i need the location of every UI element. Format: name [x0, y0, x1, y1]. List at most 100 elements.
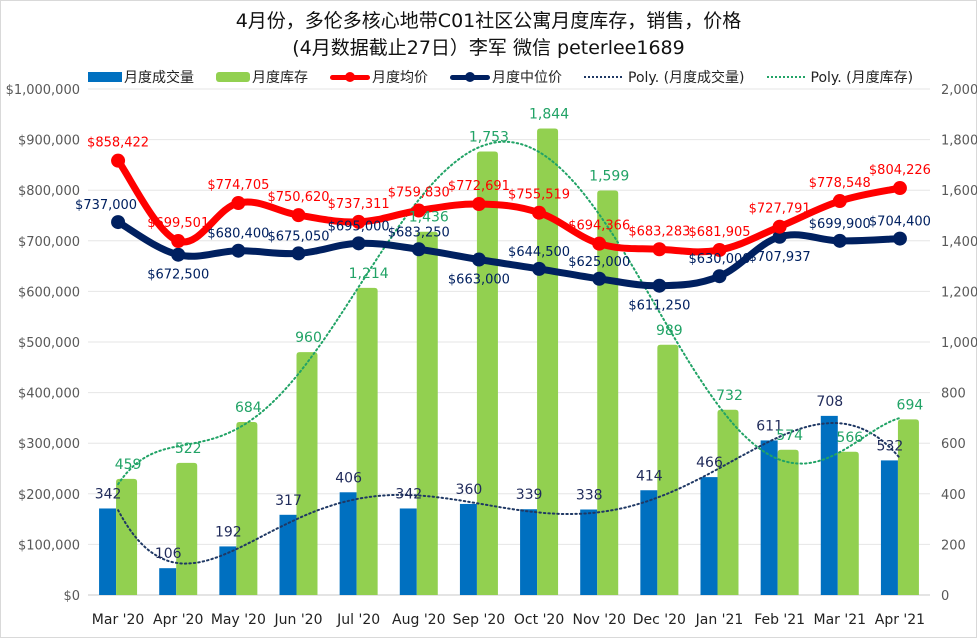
marker-avg-price: [652, 242, 667, 257]
label-volume: 414: [636, 468, 663, 484]
marker-median-price: [592, 271, 607, 286]
left-axis-tick-label: $600,000: [18, 285, 80, 300]
label-volume: 342: [95, 486, 122, 502]
bar-volume: [640, 490, 658, 595]
x-axis-tick-label: Mar '21: [814, 612, 867, 628]
bar-inventory: [657, 344, 679, 595]
bar-volume: [760, 440, 778, 595]
label-volume: 611: [756, 418, 783, 434]
legend-swatch-avg-price: [330, 71, 370, 83]
legend-label-median-price: 月度中位价: [492, 70, 562, 86]
legend-item-inventory[interactable]: 月度库存: [216, 67, 308, 87]
marker-avg-price: [291, 208, 306, 223]
label-avg-price: $804,226: [869, 163, 931, 178]
label-inventory: 574: [776, 428, 803, 444]
marker-median-price: [291, 246, 306, 261]
label-avg-price: $750,620: [267, 190, 329, 205]
x-axis-tick-label: Jan '21: [695, 612, 744, 628]
x-axis-tick-label: Nov '20: [572, 612, 625, 628]
right-axis-tick-label: 1,200: [941, 285, 977, 300]
marker-avg-price: [892, 181, 907, 196]
label-volume: 342: [395, 486, 422, 502]
label-avg-price: $755,519: [508, 188, 570, 203]
legend-item-avg-price[interactable]: 月度均价: [330, 67, 428, 87]
bar-inventory: [537, 128, 559, 595]
label-median-price: $680,400: [207, 227, 269, 242]
label-median-price: $704,400: [869, 215, 931, 230]
right-axis-tick-label: 1,800: [941, 134, 977, 149]
label-inventory: 1,753: [469, 129, 509, 145]
left-axis-tick-label: $800,000: [18, 184, 80, 199]
label-median-price: $663,000: [448, 273, 510, 288]
legend-item-median-price[interactable]: 月度中位价: [450, 67, 562, 87]
label-inventory: 684: [235, 400, 262, 416]
x-axis-tick-label: May '20: [211, 612, 266, 628]
right-axis-tick-label: 0: [941, 589, 949, 604]
chart-title: 4月份，多伦多核心地带C01社区公寓月度库存，销售，价格: [235, 10, 742, 32]
marker-median-price: [351, 236, 366, 251]
bar-volume: [99, 508, 117, 595]
label-avg-price: $759,830: [388, 186, 450, 201]
label-volume: 360: [456, 482, 483, 498]
label-avg-price: $699,501: [147, 216, 209, 231]
legend-swatch-inventory: [216, 72, 250, 82]
label-avg-price: $727,791: [749, 202, 811, 217]
bar-inventory: [897, 419, 919, 595]
trendline-inventory: [117, 140, 901, 486]
bar-inventory: [597, 190, 619, 595]
legend-swatch-median-price: [450, 71, 490, 83]
bar-volume: [880, 460, 898, 595]
bar-inventory: [476, 151, 498, 595]
right-axis-tick-label: 800: [941, 387, 966, 402]
label-median-price: $683,250: [388, 225, 450, 240]
bar-inventory: [416, 231, 438, 595]
marker-median-price: [712, 269, 727, 284]
bar-inventory: [236, 421, 258, 595]
left-axis-tick-label: $100,000: [18, 538, 80, 553]
bar-volume: [820, 415, 838, 595]
bar-inventory: [777, 449, 799, 595]
bar-volume: [339, 492, 357, 595]
right-axis-tick-label: 600: [941, 437, 966, 452]
marker-avg-price: [532, 205, 547, 220]
left-axis-tick-label: $0: [63, 589, 80, 604]
marker-median-price: [892, 231, 907, 246]
chart-subtitle: (4月数据截止27日）李军 微信 peterlee1689: [292, 37, 685, 59]
legend-swatch-volume: [88, 72, 122, 82]
legend-item-volume[interactable]: 月度成交量: [88, 67, 194, 87]
legend-item-volume-trend[interactable]: Poly. (月度成交量): [584, 67, 745, 87]
marker-avg-price: [111, 153, 126, 168]
marker-avg-price: [712, 242, 727, 257]
label-volume: 406: [335, 470, 362, 486]
right-axis-tick-label: 400: [941, 488, 966, 503]
legend: 月度成交量 月度库存 月度均价 月度中位价 Poly. (月度成交量) Poly…: [88, 66, 913, 88]
legend-label-volume: 月度成交量: [124, 70, 194, 86]
label-volume: 466: [696, 455, 723, 471]
label-inventory: 694: [897, 397, 924, 413]
x-axis-tick-label: Sep '20: [453, 612, 506, 628]
bar-volume: [580, 509, 598, 595]
marker-median-price: [231, 243, 246, 258]
legend-item-inventory-trend[interactable]: Poly. (月度库存): [766, 67, 913, 87]
marker-median-price: [411, 242, 426, 257]
label-median-price: $695,000: [328, 219, 390, 234]
trendlines: [117, 140, 901, 565]
label-inventory: 1,599: [589, 168, 629, 184]
bar-inventory: [356, 287, 378, 595]
left-axis-tick-label: $400,000: [18, 387, 80, 402]
bar-volume: [399, 508, 417, 595]
label-volume: 338: [576, 487, 603, 503]
label-median-price: $675,050: [267, 229, 329, 244]
right-axis-tick-label: 2,000: [941, 83, 977, 98]
data-labels: 342 106 192 317 406 342 360 339 338 414 466 611 708 5…: [75, 106, 931, 562]
bar-inventory: [296, 352, 318, 595]
x-axis-tick-label: Jul '20: [336, 612, 380, 628]
legend-label-volume-trend: Poly. (月度成交量): [628, 70, 745, 86]
label-median-price: $625,000: [568, 255, 630, 270]
label-avg-price: $774,705: [207, 178, 269, 193]
marker-avg-price: [832, 194, 847, 209]
label-inventory: 1,214: [349, 266, 389, 282]
bar-inventory: [717, 409, 739, 595]
label-inventory: 732: [716, 388, 743, 404]
